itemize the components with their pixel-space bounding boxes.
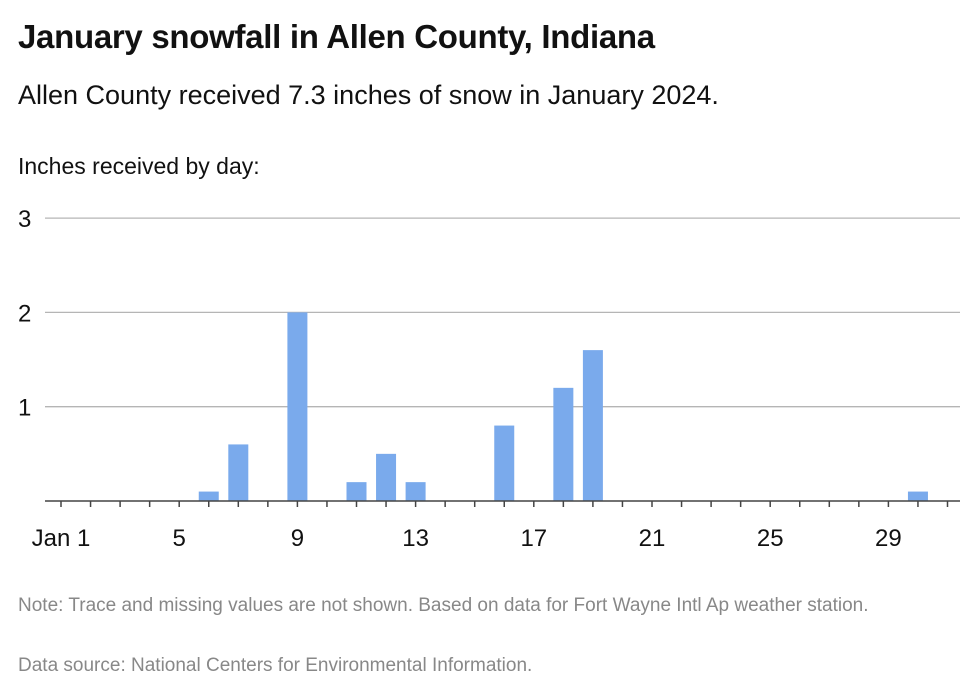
- y-tick-label-3: 3: [18, 206, 31, 233]
- x-tick-label: Jan 1: [32, 525, 91, 552]
- bar-day-6: [198, 491, 219, 501]
- x-tick-label: 25: [757, 525, 784, 552]
- bar-day-19: [582, 350, 603, 501]
- chart-title: January snowfall in Allen County, Indian…: [18, 18, 655, 55]
- gridlines: [45, 217, 960, 408]
- x-tick-label: 17: [520, 525, 547, 552]
- bar-day-13: [405, 482, 426, 501]
- bar-day-16: [494, 425, 515, 501]
- x-tick-label: 9: [291, 525, 304, 552]
- x-axis: Jan 1 5 9 13 17 21 25 29: [32, 500, 960, 552]
- y-axis-label: Inches received by day:: [18, 153, 260, 179]
- y-axis-ticks: 1 2 3: [18, 206, 31, 422]
- x-tick-label: 13: [402, 525, 429, 552]
- bar-day-18: [553, 387, 574, 501]
- bars: [198, 312, 928, 501]
- bar-day-12: [376, 453, 397, 501]
- x-tick-label: 29: [875, 525, 902, 552]
- bar-day-7: [228, 444, 249, 501]
- chart-subtitle: Allen County received 7.3 inches of snow…: [18, 80, 719, 110]
- bar-day-30: [907, 491, 928, 501]
- bar-day-9: [287, 312, 308, 501]
- snowfall-bar-chart: Jan 1 5 9 13 17 21 25 29 1 2 3: [18, 206, 960, 552]
- bar-day-11: [346, 482, 367, 501]
- x-tick-label: 5: [173, 525, 186, 552]
- x-tick-label: 21: [639, 525, 666, 552]
- chart-note: Note: Trace and missing values are not s…: [18, 595, 869, 616]
- y-tick-label-2: 2: [18, 300, 31, 327]
- data-source: Data source: National Centers for Enviro…: [18, 655, 533, 676]
- y-tick-label-1: 1: [18, 395, 31, 422]
